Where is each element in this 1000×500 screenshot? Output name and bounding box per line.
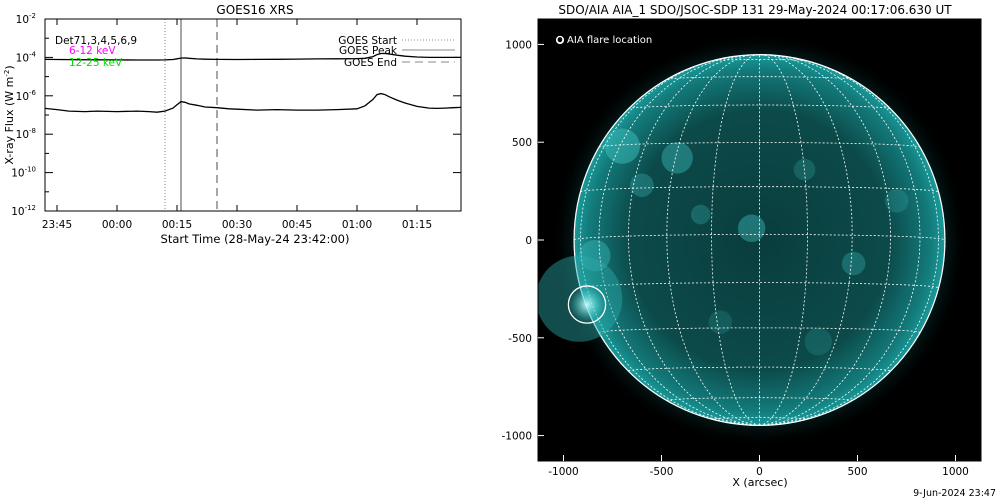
goes-legend-6-12kev: 6-12 keV <box>69 45 116 57</box>
aia-legend: O AIA flare location <box>556 35 652 46</box>
goes-legend-start: GOES Start <box>338 35 397 47</box>
aia-x-label: X (arcsec) <box>732 476 787 489</box>
goes-legend-end: GOES End <box>344 57 397 69</box>
goes-x-tick-label: 23:45 <box>42 219 72 231</box>
aia-latitude-line <box>711 417 808 420</box>
aia-longitude-line <box>711 54 760 426</box>
aia-active-region <box>604 128 640 164</box>
goes-x-tick-label: 00:45 <box>282 219 312 231</box>
aia-x-tick-label: -500 <box>650 466 674 478</box>
aia-longitude-line <box>627 54 760 426</box>
goes-series <box>45 52 461 113</box>
goes-y-tick-label: 10-2 <box>16 12 36 26</box>
aia-y-tick-label: -1000 <box>501 431 532 443</box>
aia-active-region <box>690 204 711 225</box>
aia-x-tick-label: 500 <box>847 466 867 478</box>
aia-longitude-line <box>759 54 892 426</box>
goes-plot-frame <box>44 18 462 212</box>
aia-flare <box>538 35 623 342</box>
goes-x-tick-label: 01:15 <box>402 219 432 231</box>
aia-x-ticks: -1000 -500 0 500 1000 <box>548 455 969 478</box>
aia-active-region <box>841 251 866 276</box>
goes-y-ticks: 10-12 10-10 10-8 10-6 10-4 10-2 <box>11 12 461 218</box>
aia-longitude-line <box>759 54 808 426</box>
goes-y-tick-label: 10-12 <box>11 204 36 218</box>
aia-x-tick-label: -1000 <box>548 466 579 478</box>
aia-active-region <box>884 189 909 213</box>
aia-y-tick-label: 500 <box>512 137 532 149</box>
aia-y-tick-label: -500 <box>508 333 532 345</box>
goes-legend-peak: GOES Peak <box>339 45 398 57</box>
goes-x-tick-label: 00:00 <box>102 219 132 231</box>
aia-flare-circle <box>567 285 607 324</box>
aia-y-tick-label: 0 <box>525 235 532 247</box>
aia-latitude-line <box>628 366 891 372</box>
goes-series-line-0 <box>45 52 461 61</box>
aia-latitude-line <box>628 104 891 110</box>
aia-active-region <box>661 142 693 174</box>
goes-xrs-plot: GOES16 XRS 23:45 00:00 00:15 00:30 00:45 01:0… <box>3 3 462 246</box>
goes-y-tick-label: 10-8 <box>16 127 36 141</box>
goes-y-tick-label: 10-10 <box>11 166 36 180</box>
goes-y-tick-label: 10-4 <box>16 50 37 64</box>
footer-date: 9-Jun-2024 23:47 <box>913 488 996 499</box>
aia-y-tick-label: 1000 <box>505 39 532 51</box>
aia-legend-circle <box>555 35 565 45</box>
aia-active-region <box>737 214 766 242</box>
goes-title: GOES16 XRS <box>216 3 293 17</box>
aia-y-ticks: 1000 500 0 -500 -1000 <box>501 39 544 443</box>
goes-y-tick-label: 10-6 <box>16 89 37 103</box>
aia-active-region <box>708 310 733 334</box>
aia-limb <box>573 53 946 427</box>
goes-markers <box>164 19 218 211</box>
aia-title: SDO/AIA AIA_1 SDO/JSOC-SDP 131 29-May-20… <box>558 3 952 17</box>
goes-x-tick-label: 01:00 <box>342 219 372 231</box>
aia-active-region <box>579 239 611 272</box>
goes-y-label: X-ray Flux (W m-2) <box>3 65 16 164</box>
goes-x-ticks: 23:45 00:00 00:15 00:30 00:45 01:00 01:15 <box>42 19 432 231</box>
goes-x-tick-label: 00:15 <box>162 219 192 231</box>
aia-longitude-line <box>759 54 921 426</box>
goes-x-tick-label: 00:30 <box>222 219 252 231</box>
goes-series-line-1 <box>45 92 461 113</box>
aia-image-plot: SDO/AIA AIA_1 SDO/JSOC-SDP 131 29-May-20… <box>501 3 982 489</box>
goes-x-label: Start Time (28-May-24 23:42:00) <box>161 232 350 246</box>
aia-longitude-line <box>598 54 760 426</box>
aia-flare-brightening <box>569 286 605 323</box>
aia-active-region <box>630 173 654 197</box>
aia-active-region <box>804 327 833 356</box>
goes-legend-detectors: Det71,3,4,5,6,9 <box>55 35 137 47</box>
goes-legend-12-25kev: 12-25 keV <box>69 57 123 69</box>
aia-grid <box>573 53 946 427</box>
aia-x-tick-label: 0 <box>756 466 763 478</box>
aia-x-tick-label: 1000 <box>942 466 969 478</box>
